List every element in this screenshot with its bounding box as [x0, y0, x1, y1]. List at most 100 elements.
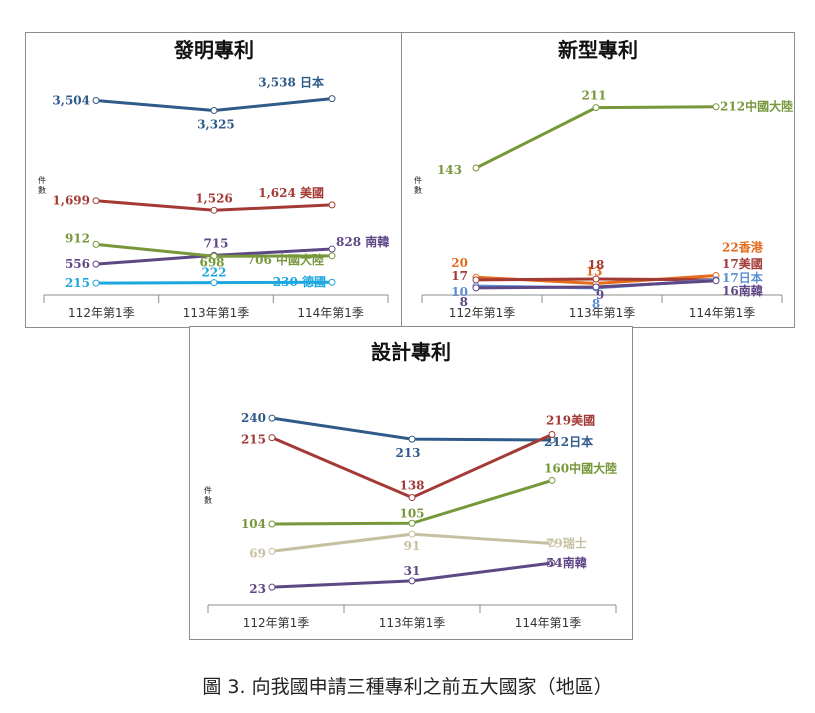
data-point	[328, 95, 336, 103]
series-name-label: 美國	[571, 412, 595, 427]
data-label: 91	[404, 539, 421, 553]
data-label: 104	[241, 517, 266, 531]
data-label: 54南韓	[546, 555, 587, 570]
data-point	[328, 245, 336, 253]
series-name-label: 中國大陸	[569, 460, 617, 475]
data-point	[408, 435, 416, 443]
data-point	[210, 252, 218, 260]
x-tick-label: 112年第1季	[243, 616, 310, 630]
data-label: 215	[65, 276, 90, 290]
data-label: 215	[241, 433, 266, 447]
data-point	[328, 278, 336, 286]
series-name-label: 香港	[738, 239, 764, 254]
data-label: 828 南韓	[336, 234, 389, 249]
y-axis-label: 件數	[204, 485, 212, 505]
chart-title: 新型專利	[558, 38, 638, 62]
data-point	[472, 284, 480, 292]
data-label: 715	[203, 236, 228, 250]
x-tick-label: 114年第1季	[297, 306, 364, 320]
data-label: 79瑞士	[546, 535, 587, 550]
data-label: 706 中國大陸	[247, 252, 324, 267]
data-label: 8	[592, 297, 600, 311]
data-label: 8	[460, 295, 468, 309]
data-point	[592, 104, 600, 112]
data-label: 212中國大陸	[720, 99, 793, 114]
series-name-label: 中國大陸	[272, 252, 324, 267]
data-point	[548, 430, 556, 438]
data-label: 18	[588, 258, 605, 272]
data-point	[92, 97, 100, 105]
x-tick-label: 112年第1季	[449, 306, 516, 320]
data-label: 240	[241, 411, 266, 425]
x-tick-label: 112年第1季	[68, 306, 135, 320]
data-label: 698	[199, 255, 224, 269]
data-point	[268, 520, 276, 528]
series-name-label: 日本	[296, 75, 324, 90]
data-point	[408, 519, 416, 527]
data-label: 9	[596, 288, 604, 302]
x-tick-label: 114年第1季	[689, 306, 756, 320]
data-label: 13	[586, 264, 603, 278]
y-axis-label: 件數	[414, 175, 422, 195]
data-label: 219美國	[546, 412, 595, 427]
data-label: 23	[249, 582, 266, 596]
x-tick-label: 113年第1季	[379, 616, 446, 630]
data-label: 17	[451, 269, 468, 283]
data-label: 17美國	[722, 256, 763, 271]
data-point	[548, 559, 556, 567]
design-patent-chart: 設計專利 件數 112年第1季 113年第1季 114年第1季 240 213 212日本 21…	[189, 326, 633, 640]
data-label: 1,624 美國	[258, 185, 324, 200]
data-label: 1,699	[52, 194, 90, 208]
data-label: 3,538 日本	[258, 75, 324, 90]
x-tick-label: 113年第1季	[183, 306, 250, 320]
x-tick-label: 114年第1季	[515, 616, 582, 630]
data-label: 138	[399, 479, 424, 493]
data-label: 3,325	[197, 117, 235, 131]
utility-model-chart: 新型專利 件數 112年第1季 113年第1季 114年第1季 143 211 212中國大陸…	[401, 32, 795, 328]
data-point	[712, 103, 720, 111]
data-label: 17日本	[722, 270, 763, 285]
data-label: 16南韓	[722, 283, 763, 298]
y-axis-label: 件數	[38, 175, 46, 195]
data-point	[328, 201, 336, 209]
data-point	[472, 164, 480, 172]
data-point	[210, 279, 218, 287]
figure-caption: 圖 3. 向我國申請三種專利之前五大國家（地區）	[202, 676, 613, 698]
data-point	[408, 577, 416, 585]
data-label: 1,526	[195, 191, 233, 205]
data-label: 556	[65, 257, 90, 271]
data-point	[472, 276, 480, 284]
data-point	[268, 434, 276, 442]
data-point	[408, 530, 416, 538]
data-label: 160中國大陸	[544, 460, 617, 475]
data-point	[92, 197, 100, 205]
data-label: 3,504	[52, 94, 90, 108]
series-name-label: 美國	[296, 185, 324, 200]
data-label: 20	[451, 256, 468, 270]
data-point	[210, 106, 218, 114]
data-point	[712, 277, 720, 285]
data-point	[92, 240, 100, 248]
data-label: 211	[581, 89, 606, 103]
data-point	[268, 547, 276, 555]
series-name-label: 南韓	[563, 555, 587, 570]
series-name-label: 南韓	[361, 234, 389, 249]
data-point	[92, 279, 100, 287]
x-tick-label: 113年第1季	[569, 306, 636, 320]
data-label: 10	[451, 285, 468, 299]
data-label: 69	[249, 546, 266, 560]
data-label: 912	[65, 231, 90, 245]
data-point	[92, 260, 100, 268]
series-line	[475, 105, 717, 170]
data-point	[548, 476, 556, 484]
data-point	[592, 283, 600, 291]
data-label: 31	[404, 564, 421, 578]
data-point	[268, 414, 276, 422]
data-label: 212日本	[544, 434, 593, 449]
invention-patent-chart: 發明專利 件數 112年第1季 113年第1季 114年第1季 3,504 3,325 3,5…	[25, 32, 403, 328]
series-name-label: 日本	[569, 434, 593, 449]
data-label: 230 德國	[273, 274, 326, 289]
data-label: 22香港	[722, 239, 764, 254]
